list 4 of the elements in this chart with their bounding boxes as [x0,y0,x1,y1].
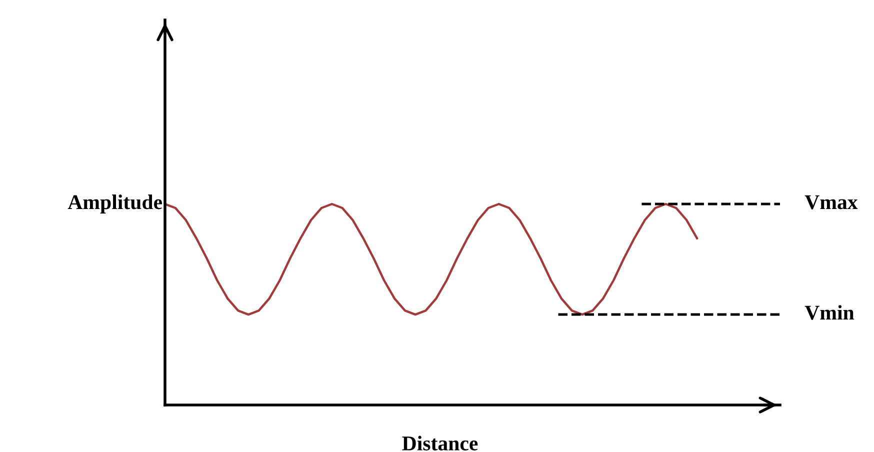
ref-line-label: Vmin [804,305,854,320]
y-axis-title: Amplitude [68,194,162,214]
x-axis-title: Distance [402,436,478,450]
ref-line-label: Vmax [804,195,858,210]
